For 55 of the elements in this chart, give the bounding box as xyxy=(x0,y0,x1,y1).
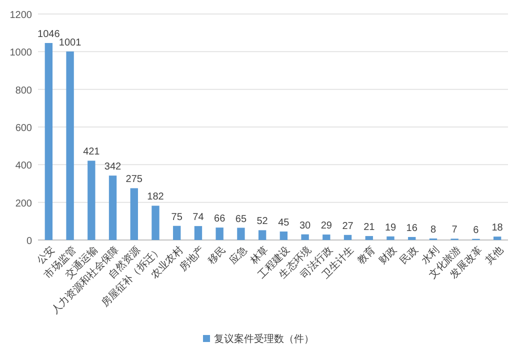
y-tick-label: 1200 xyxy=(10,10,32,21)
data-label: 29 xyxy=(320,220,332,232)
y-tick-label: 200 xyxy=(15,198,32,210)
x-tick-label: 移民 xyxy=(206,244,228,267)
bar xyxy=(301,234,309,240)
bar xyxy=(44,43,53,240)
y-tick-label: 400 xyxy=(15,160,32,172)
data-label: 45 xyxy=(278,218,290,229)
data-label: 1046 xyxy=(38,29,60,40)
bar xyxy=(237,228,245,240)
x-tick-label: 其他 xyxy=(483,244,506,267)
bar xyxy=(152,206,160,240)
x-tick-label: 财政 xyxy=(376,244,400,267)
data-label: 421 xyxy=(83,146,100,158)
legend-label: 复议案件受理数（件） xyxy=(214,333,314,345)
data-label: 7 xyxy=(452,224,458,236)
data-label: 16 xyxy=(406,222,418,234)
data-label: 30 xyxy=(299,220,312,232)
data-label: 27 xyxy=(342,220,354,232)
bar xyxy=(194,226,202,240)
y-tick-label: 600 xyxy=(15,123,32,134)
x-tick-label: 应急 xyxy=(226,244,250,267)
data-label: 182 xyxy=(147,192,164,203)
bar xyxy=(108,176,117,240)
data-label: 21 xyxy=(364,222,376,234)
bar xyxy=(322,234,330,240)
y-tick-label: 800 xyxy=(15,85,32,96)
data-label: 74 xyxy=(192,212,204,224)
y-tick-label: 0 xyxy=(26,236,32,247)
bar xyxy=(344,234,352,240)
bar xyxy=(88,160,96,240)
data-label: 342 xyxy=(104,162,122,173)
x-tick-label: 教育 xyxy=(355,244,378,267)
data-label: 75 xyxy=(171,212,183,223)
data-label: 1001 xyxy=(58,37,82,48)
bar xyxy=(173,226,181,240)
data-label: 6 xyxy=(473,224,480,236)
bar xyxy=(258,230,266,240)
data-label: 52 xyxy=(256,216,268,228)
bar xyxy=(130,188,138,240)
data-label: 275 xyxy=(126,174,143,186)
data-label: 19 xyxy=(384,222,396,234)
y-tick-label: 1000 xyxy=(10,48,32,59)
x-tick-label: 民政 xyxy=(398,244,420,267)
data-label: 66 xyxy=(214,214,226,225)
data-label: 65 xyxy=(235,214,247,225)
data-label: 8 xyxy=(430,224,436,236)
bar xyxy=(386,236,394,240)
bar xyxy=(493,236,502,240)
bar xyxy=(365,236,373,240)
bar xyxy=(408,236,416,240)
bar xyxy=(66,51,74,240)
bar xyxy=(216,228,224,240)
bar xyxy=(280,232,288,240)
data-label: 18 xyxy=(492,222,504,234)
